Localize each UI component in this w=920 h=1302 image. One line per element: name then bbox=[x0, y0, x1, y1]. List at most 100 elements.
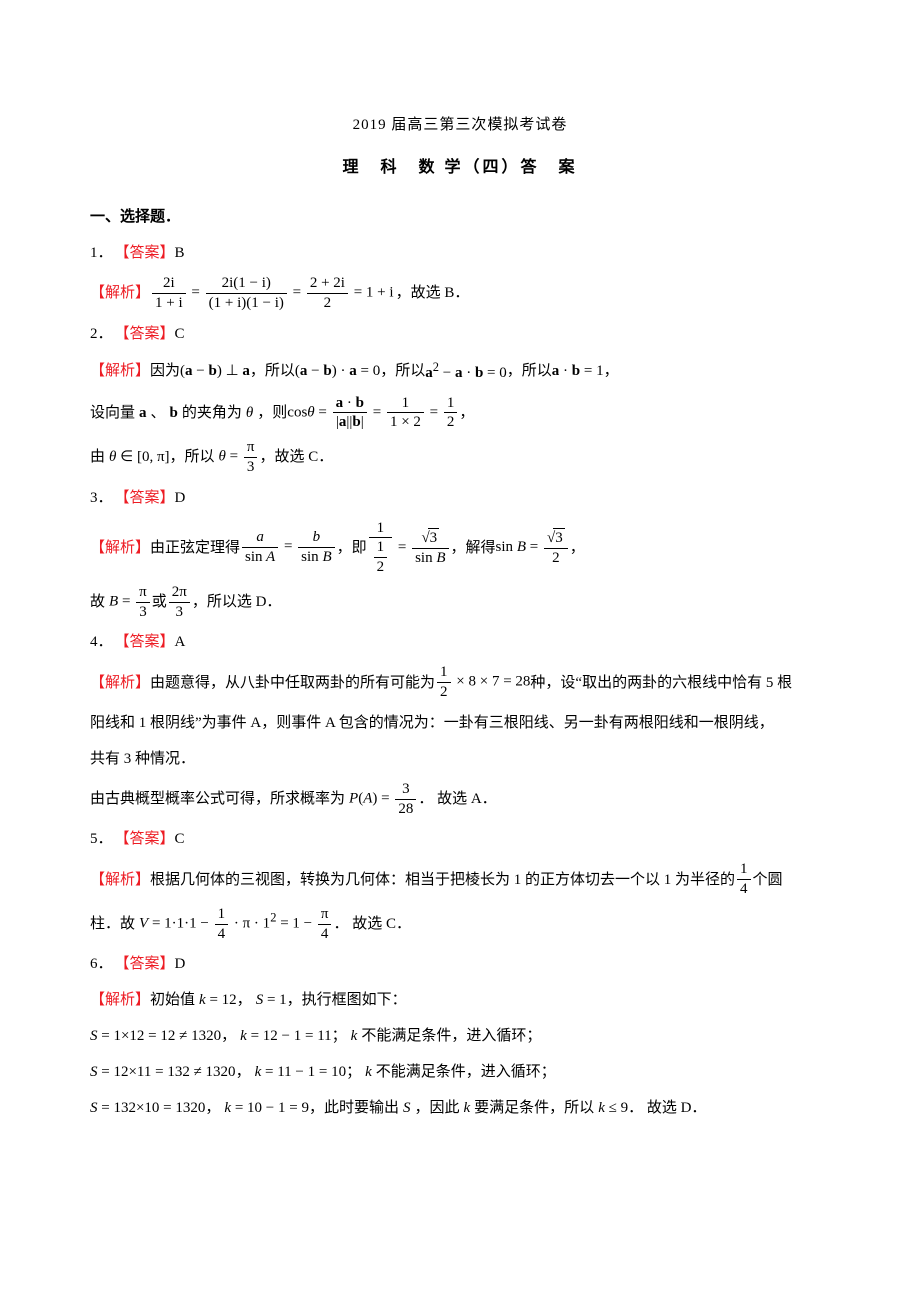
answer-label: 【答案】 bbox=[115, 949, 175, 979]
text: 阳线和 1 根阴线”为事件 A，则事件 A 包含的情况为：一卦有三根阳线、另一卦… bbox=[90, 708, 774, 738]
text: 、 bbox=[151, 398, 166, 428]
text: ，则 bbox=[257, 398, 287, 428]
analysis-label: 【解析】 bbox=[90, 533, 150, 563]
math: S = 1 bbox=[252, 985, 287, 1015]
text: 或 bbox=[152, 587, 167, 617]
q6-ans-letter: D bbox=[175, 949, 186, 979]
math: (a − b) · a = 0 bbox=[295, 356, 380, 386]
text: 初始值 bbox=[150, 985, 195, 1015]
math: asin A = bsin B bbox=[240, 528, 337, 567]
math: k bbox=[361, 1057, 376, 1087]
math: cosθ = a · b|a||b| = 11 × 2 = 12 bbox=[287, 394, 459, 433]
math: S bbox=[399, 1093, 415, 1123]
math: θ = π3 bbox=[215, 438, 260, 477]
text: 设向量 bbox=[90, 398, 135, 428]
q6-num: 6． bbox=[90, 949, 113, 979]
text: 由题意得，从八卦中任取两卦的所有可能为 bbox=[150, 668, 435, 698]
q4-num: 4． bbox=[90, 627, 113, 657]
q3-analysis-l1: 【解析】 由正弦定理得 asin A = bsin B ，即 112 = 3si… bbox=[90, 519, 830, 577]
text: ； bbox=[346, 1057, 361, 1087]
text: ，所以 bbox=[507, 356, 552, 386]
answer-label: 【答案】 bbox=[115, 319, 175, 349]
q4-ans-letter: A bbox=[175, 627, 186, 657]
text: ，所以 bbox=[170, 442, 215, 472]
q1-ans-letter: B bbox=[175, 238, 185, 268]
text: ，所以 bbox=[380, 356, 425, 386]
q6-answer: 6． 【答案】 D bbox=[90, 949, 830, 979]
analysis-label: 【解析】 bbox=[90, 985, 150, 1015]
text: 不能满足条件，进入循环； bbox=[376, 1057, 556, 1087]
math: S = 1×12 = 12 ≠ 1320 bbox=[90, 1021, 221, 1051]
text: ； bbox=[332, 1021, 347, 1051]
math: (a − b) ⊥ a bbox=[180, 356, 250, 386]
q1-tail: ，故选 B． bbox=[396, 278, 470, 308]
text: 根据几何体的三视图，转换为几何体：相当于把棱长为 1 的正方体切去一个以 1 为… bbox=[150, 865, 735, 895]
q5-num: 5． bbox=[90, 824, 113, 854]
analysis-label: 【解析】 bbox=[90, 865, 150, 895]
math: 2π3 bbox=[167, 583, 192, 622]
text: 柱．故 bbox=[90, 909, 135, 939]
q1-math: 2i1 + i = 2i(1 − i)(1 + i)(1 − i) = 2 + … bbox=[150, 274, 394, 313]
text: ， bbox=[604, 356, 619, 386]
math: a · b = 1 bbox=[552, 356, 604, 386]
math: k = 12 − 1 = 11 bbox=[236, 1021, 332, 1051]
text: ， bbox=[459, 398, 474, 428]
math: a bbox=[135, 398, 151, 428]
text: 种，设“取出的两卦的六根线中恰有 5 根 bbox=[530, 668, 792, 698]
text: ， bbox=[237, 985, 252, 1015]
text: 共有 3 种情况． bbox=[90, 744, 195, 774]
math: 14 bbox=[735, 860, 753, 899]
math: k bbox=[460, 1093, 475, 1123]
text: 由古典概型概率公式可得，所求概率为 bbox=[90, 784, 345, 814]
text: 的夹角为 bbox=[182, 398, 242, 428]
text: ， bbox=[205, 1093, 220, 1123]
text: 由正弦定理得 bbox=[150, 533, 240, 563]
q4-analysis-l2: 阳线和 1 根阴线”为事件 A，则事件 A 包含的情况为：一卦有三根阳线、另一卦… bbox=[90, 708, 830, 738]
text: 因为 bbox=[150, 356, 180, 386]
q4-answer: 4． 【答案】 A bbox=[90, 627, 830, 657]
q5-answer: 5． 【答案】 C bbox=[90, 824, 830, 854]
text: ， bbox=[236, 1057, 251, 1087]
q4-analysis-l3: 共有 3 种情况． bbox=[90, 744, 830, 774]
math: k bbox=[347, 1021, 362, 1051]
text: 由 bbox=[90, 442, 105, 472]
q6-step3: S = 132×10 = 1320 ， k = 10 − 1 = 9 ，此时要输… bbox=[90, 1093, 830, 1123]
answer-label: 【答案】 bbox=[115, 238, 175, 268]
math: k = 12 bbox=[195, 985, 237, 1015]
exam-title: 2019 届高三第三次模拟考试卷 bbox=[90, 110, 830, 140]
q3-analysis-l2: 故 B = π3 或 2π3 ，所以选 D． bbox=[90, 583, 830, 622]
math: k = 10 − 1 = 9 bbox=[220, 1093, 309, 1123]
math: P(A) = 328 bbox=[345, 780, 418, 819]
q4-analysis-l4: 由古典概型概率公式可得，所求概率为 P(A) = 328 ． 故选 A． bbox=[90, 780, 830, 819]
q6-step2: S = 12×11 = 132 ≠ 1320 ， k = 11 − 1 = 10… bbox=[90, 1057, 830, 1087]
text: 不能满足条件，进入循环； bbox=[361, 1021, 541, 1051]
analysis-label: 【解析】 bbox=[90, 668, 150, 698]
q2-answer: 2． 【答案】 C bbox=[90, 319, 830, 349]
text: 故 bbox=[90, 587, 105, 617]
math: V = 1·1·1 − 14 · π · 12 = 1 − π4 bbox=[135, 905, 333, 944]
text: ，故选 C． bbox=[259, 442, 333, 472]
text: ，所以 bbox=[250, 356, 295, 386]
q2-analysis-l2: 设向量 a 、 b 的夹角为 θ ，则 cosθ = a · b|a||b| =… bbox=[90, 394, 830, 433]
q5-analysis-l1: 【解析】 根据几何体的三视图，转换为几何体：相当于把棱长为 1 的正方体切去一个… bbox=[90, 860, 830, 899]
text: ，此时要输出 bbox=[309, 1093, 399, 1123]
text: ，执行框图如下： bbox=[287, 985, 407, 1015]
math: k = 11 − 1 = 10 bbox=[251, 1057, 347, 1087]
text: 个圆 bbox=[753, 865, 783, 895]
analysis-label: 【解析】 bbox=[90, 278, 150, 308]
q2-num: 2． bbox=[90, 319, 113, 349]
math: θ bbox=[242, 398, 257, 428]
exam-subtitle: 理 科 数 学（四）答 案 bbox=[90, 152, 830, 184]
q5-analysis-l2: 柱．故 V = 1·1·1 − 14 · π · 12 = 1 − π4 ． 故… bbox=[90, 905, 830, 944]
q3-answer: 3． 【答案】 D bbox=[90, 483, 830, 513]
math: sin B = 32 bbox=[496, 528, 570, 568]
q3-ans-letter: D bbox=[175, 483, 186, 513]
math: 12 × 8 × 7 = 28 bbox=[435, 663, 530, 702]
q6-step1: S = 1×12 = 12 ≠ 1320 ， k = 12 − 1 = 11 ；… bbox=[90, 1021, 830, 1051]
q4-analysis-l1: 【解析】 由题意得，从八卦中任取两卦的所有可能为 12 × 8 × 7 = 28… bbox=[90, 663, 830, 702]
text: ，所以选 D． bbox=[192, 587, 282, 617]
q6-analysis-l1: 【解析】 初始值 k = 12 ， S = 1 ，执行框图如下： bbox=[90, 985, 830, 1015]
answer-label: 【答案】 bbox=[115, 627, 175, 657]
math: θ ∈ [0, π] bbox=[105, 442, 170, 472]
math: b bbox=[166, 398, 182, 428]
